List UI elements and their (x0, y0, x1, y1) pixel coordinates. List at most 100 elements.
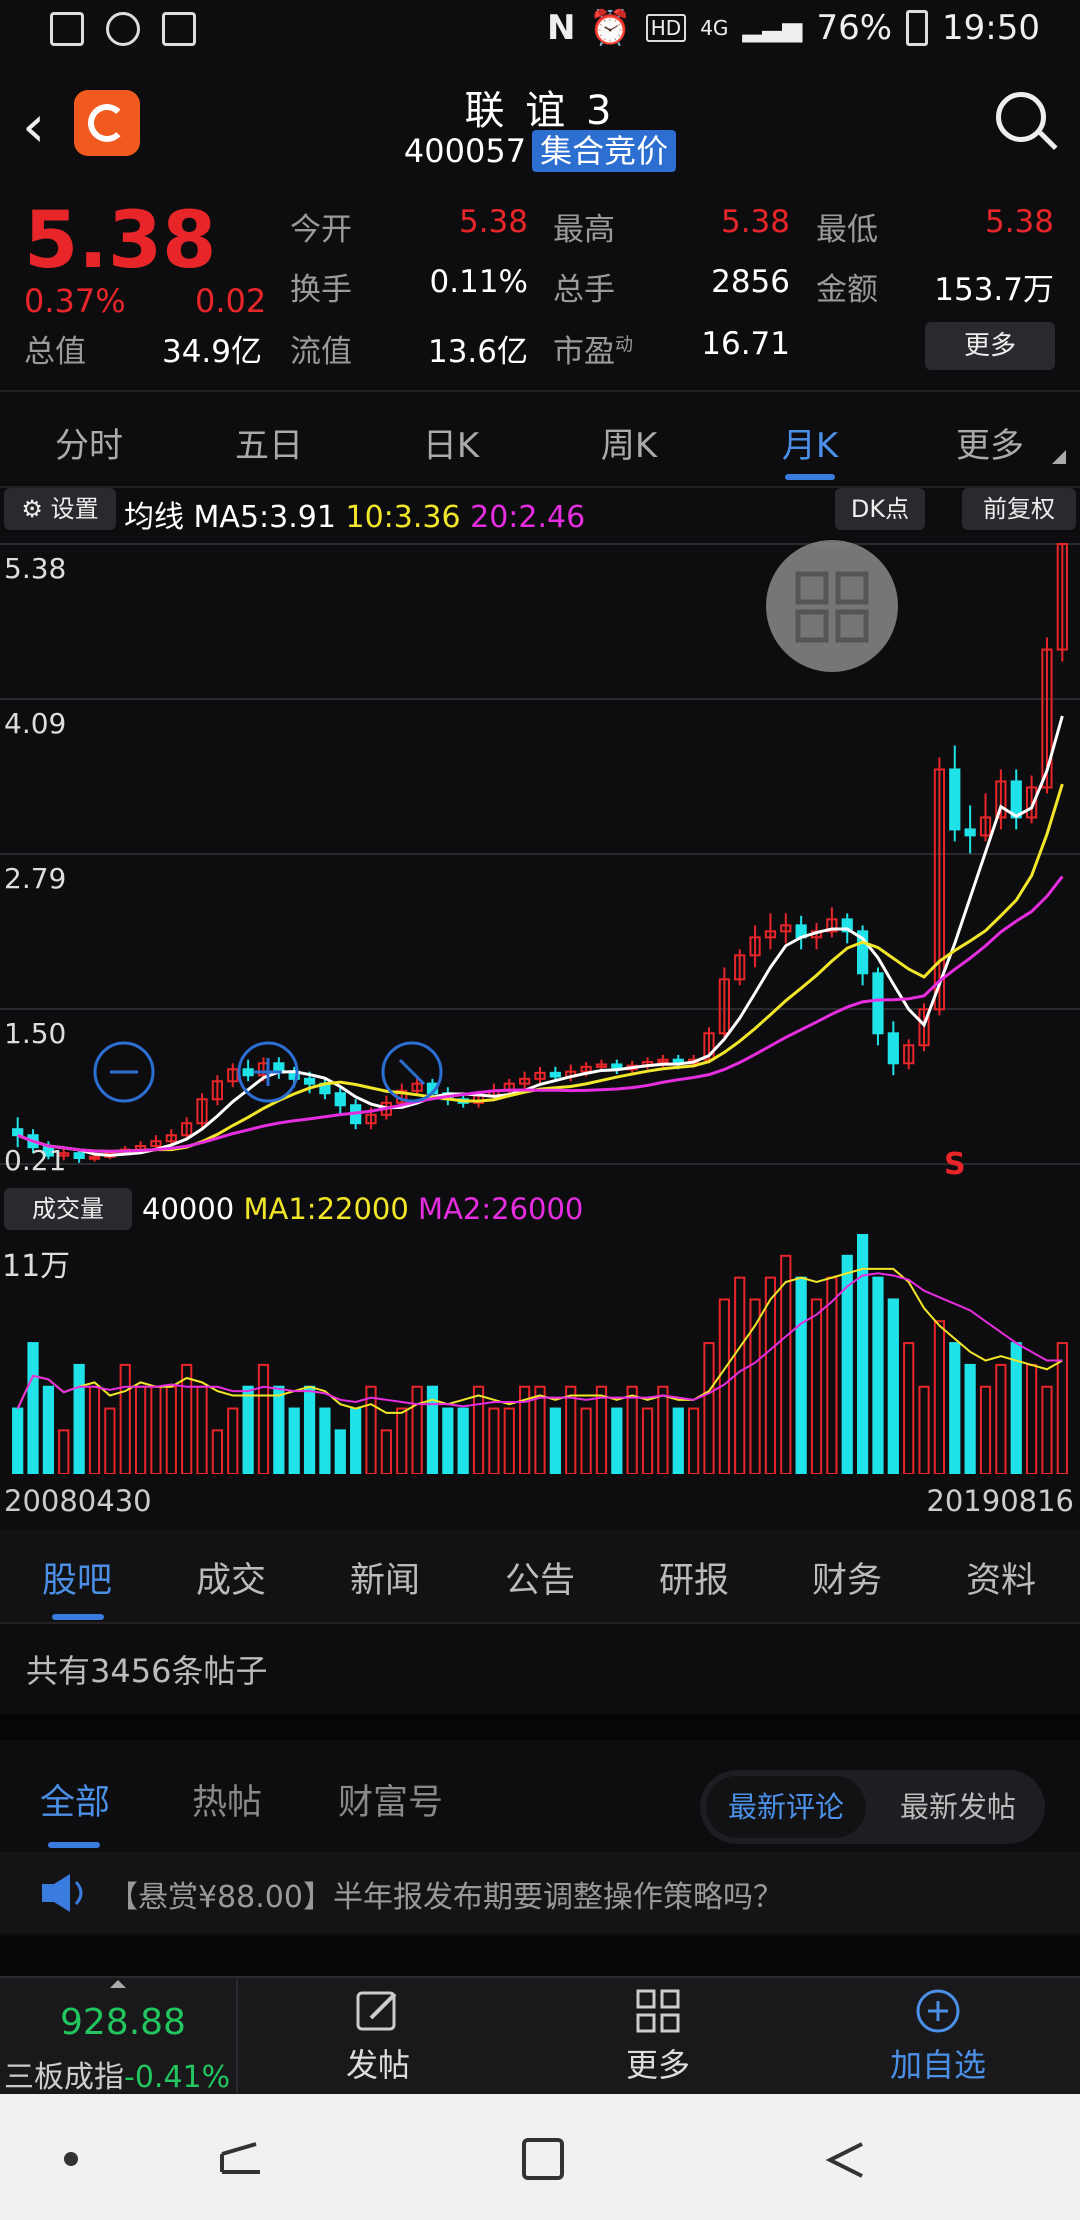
volume-ma2: MA2:26000 (418, 1192, 584, 1226)
tab-more[interactable]: 更多 (956, 426, 1024, 466)
volume-bar (472, 1385, 485, 1474)
tab-news[interactable]: 新闻 (349, 1561, 420, 1601)
candle-body (227, 1068, 239, 1083)
notice-banner[interactable]: 【悬赏¥88.00】半年报发布期要调整操作策略吗？ (0, 1852, 1080, 1934)
quote-panel: 5.38 0.37% 0.02 今开 5.38 最高 5.38 最低 5.38 … (0, 194, 1080, 390)
volume-bar (810, 1298, 823, 1474)
candle-body (242, 1068, 254, 1077)
hd-indicator: HD (645, 14, 687, 42)
filter-hot[interactable]: 热帖 (192, 1783, 263, 1823)
settings-button[interactable]: ⚙ 设置 (4, 488, 116, 530)
y-tick-label: 5.38 (4, 552, 66, 585)
back-icon[interactable] (822, 2136, 868, 2182)
volume-indicator-button[interactable]: 成交量 (4, 1188, 132, 1230)
end-date: 20190816 (926, 1484, 1074, 1518)
volume-bar (303, 1385, 316, 1474)
signal-icon: ▂▃▅ (742, 13, 803, 43)
adjust-button[interactable]: 前复权 (962, 488, 1076, 530)
volume-bar (519, 1385, 531, 1474)
tab-monthly-k[interactable]: 月K (735, 418, 885, 480)
tab-research[interactable]: 研报 (658, 1561, 729, 1601)
recent-apps-icon[interactable] (218, 2138, 264, 2178)
zoom-out-icon[interactable] (93, 1041, 155, 1103)
volume-bar (426, 1385, 439, 1474)
candle-body (903, 1044, 915, 1065)
sort-latest-comment[interactable]: 最新评论 (706, 1776, 866, 1838)
network-type: 4G (700, 16, 729, 40)
candle-body (979, 816, 992, 837)
volume-bar (457, 1407, 469, 1474)
schedule-icon (162, 12, 196, 46)
corner-triangle-icon (1052, 450, 1066, 464)
dk-point-button[interactable]: DK点 (835, 488, 925, 530)
tab-finance[interactable]: 财务 (811, 1561, 882, 1601)
candle-body (365, 1113, 377, 1125)
tab-intraday[interactable]: 分时 (55, 426, 123, 466)
volume-bar (841, 1254, 853, 1474)
filter-fortune[interactable]: 财富号 (338, 1783, 444, 1823)
tab-announcements[interactable]: 公告 (504, 1561, 575, 1601)
volume-bar (134, 1385, 147, 1474)
volume-bar (12, 1407, 24, 1474)
post-button[interactable]: 发帖 (308, 1988, 448, 2086)
candlestick-chart[interactable]: 5.38 4.09 2.79 1.50 0.21 S (0, 534, 1080, 1184)
grid-icon (636, 1989, 680, 2033)
volume-bar (181, 1363, 193, 1474)
back-chevron-icon[interactable]: ‹ (22, 92, 46, 160)
candle-body (1056, 543, 1068, 651)
volume-bar (334, 1429, 346, 1474)
tab-five-day[interactable]: 五日 (235, 426, 303, 466)
volume-bar (242, 1385, 254, 1474)
more-label: 更多 (625, 2046, 690, 2084)
home-icon[interactable] (520, 2136, 566, 2182)
volume-bar (365, 1385, 377, 1474)
period-tabs: 分时 五日 日K 周K 月K 更多 (0, 390, 1080, 488)
volume-value: 40000 (142, 1192, 235, 1226)
high-label: 最高 (553, 212, 615, 248)
add-watchlist-button[interactable]: 加自选 (868, 1988, 1008, 2086)
filter-all[interactable]: 全部 (40, 1774, 110, 1848)
volume-bars (12, 1234, 1068, 1474)
app-logo-icon (74, 90, 140, 156)
system-nav-bar (0, 2094, 1080, 2220)
candle-body (1010, 780, 1022, 819)
volume-bar (58, 1429, 70, 1474)
turnover-label: 换手 (290, 272, 352, 308)
zoom-in-icon[interactable] (237, 1041, 299, 1103)
volume-bar (611, 1407, 623, 1474)
tab-daily-k[interactable]: 日K (422, 426, 480, 466)
gear-icon: ⚙ (21, 495, 43, 523)
volume-bar (196, 1385, 208, 1474)
divider (0, 1936, 1080, 1976)
candle-body (841, 918, 853, 933)
tab-trades[interactable]: 成交 (195, 1561, 266, 1601)
ma20-value: 20:2.46 (470, 500, 586, 535)
volume-legend: 40000 MA1:22000 MA2:26000 (142, 1192, 583, 1226)
volume-bar (749, 1298, 761, 1474)
volume-y-tick: 11万 (2, 1249, 70, 1284)
expand-icon[interactable] (381, 1041, 443, 1103)
candle-body (718, 978, 730, 1035)
pe-superscript: 动 (615, 334, 633, 356)
candle-body (826, 918, 838, 933)
tab-weekly-k[interactable]: 周K (600, 426, 658, 466)
more-quote-button[interactable]: 更多 (925, 322, 1055, 370)
volume-bar (211, 1429, 223, 1474)
amount-label: 金额 (816, 272, 878, 308)
ma-legend: 均线 MA5:3.91 10:3.36 20:2.46 (124, 492, 585, 536)
sort-latest-post[interactable]: 最新发帖 (899, 1790, 1016, 1824)
candle-body (58, 1152, 70, 1157)
volume-bar (565, 1385, 577, 1474)
tab-forum[interactable]: 股吧 (2, 1552, 152, 1620)
more-button[interactable]: 更多 (588, 1988, 728, 2086)
volume-ma2-line (16, 1272, 1063, 1409)
grid-view-icon[interactable] (766, 540, 898, 672)
candle-body (734, 954, 746, 981)
tab-profile[interactable]: 资料 (965, 1561, 1036, 1601)
volume-chart[interactable]: 11万 (0, 1234, 1080, 1474)
nav-dot-icon[interactable] (64, 2152, 78, 2166)
expand-up-icon (110, 1980, 126, 1988)
float-cap-label: 流值 (290, 334, 352, 370)
index-ticker[interactable]: 928.88 三板成指-0.41% (0, 1978, 238, 2096)
search-icon[interactable] (996, 92, 1046, 142)
